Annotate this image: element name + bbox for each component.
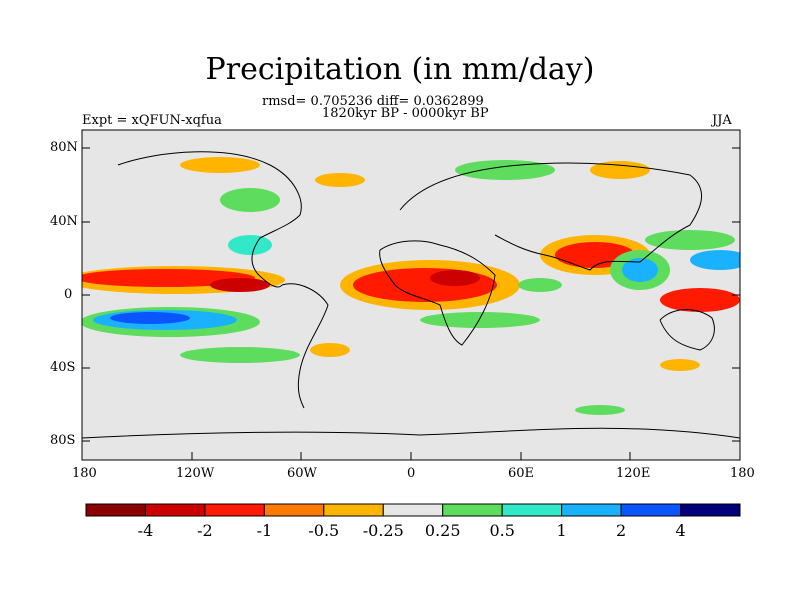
lat-label: 80N [50, 140, 78, 155]
colorbar-swatch [263, 503, 325, 517]
colorbar-label: -2 [197, 521, 213, 540]
lon-label: 60E [508, 466, 535, 481]
colorbar-swatch [204, 503, 265, 517]
lat-label: 80S [50, 433, 76, 448]
lon-ticks [81, 452, 741, 460]
colorbar-label: 1 [557, 521, 567, 540]
colorbar-label: 2 [616, 521, 626, 540]
colorbar-swatch [323, 503, 384, 517]
colorbar-label: -0.25 [363, 521, 404, 540]
lon-label: 60W [287, 466, 317, 481]
lon-label: 120W [176, 466, 215, 481]
colorbar-label: 0.25 [425, 521, 461, 540]
lat-label: 40S [50, 360, 76, 375]
lon-label: 120E [616, 466, 651, 481]
anomaly-fields [82, 157, 740, 415]
north-america-coast [117, 151, 302, 288]
lat-ticks [82, 147, 740, 442]
lon-label: 180 [72, 466, 97, 481]
colorbar-swatch [144, 503, 206, 517]
colorbar-label: -0.5 [308, 521, 339, 540]
map-title: Precipitation (in mm/day) [205, 52, 595, 87]
lat-label: 0 [64, 287, 73, 302]
colorbar-label: -4 [138, 521, 154, 540]
colorbar-swatch [620, 503, 682, 517]
lat-label: 40N [50, 214, 78, 229]
colorbar-swatch [561, 503, 622, 517]
stats-text: rmsd= 0.705236 diff= 0.0362899 [262, 94, 484, 109]
colorbar-label: 0.5 [489, 521, 514, 540]
eurasia-coast [399, 162, 703, 271]
colorbar: -4 -2 -1 -0.5 -0.25 0.25 0.5 1 2 4 [85, 503, 741, 540]
south-america-coast [281, 283, 329, 409]
coastlines [82, 151, 740, 439]
australia-coast [659, 309, 715, 351]
colorbar-label: -1 [257, 521, 273, 540]
colorbar-swatch [501, 503, 563, 517]
colorbar-swatch [382, 503, 444, 517]
colorbar-swatch [85, 503, 146, 517]
experiment-label: Expt = xQFUN-xqfua [82, 113, 222, 128]
lon-label: 0 [407, 466, 416, 481]
colorbar-swatch [442, 503, 503, 517]
period-text: 1820kyr BP - 0000kyr BP [322, 106, 489, 121]
lon-label: 180 [730, 466, 755, 481]
season-label: JJA [712, 113, 732, 128]
colorbar-label: 4 [675, 521, 685, 540]
colorbar-swatch [680, 503, 741, 517]
africa-coast [379, 240, 496, 346]
antarctica-coast [82, 427, 740, 439]
